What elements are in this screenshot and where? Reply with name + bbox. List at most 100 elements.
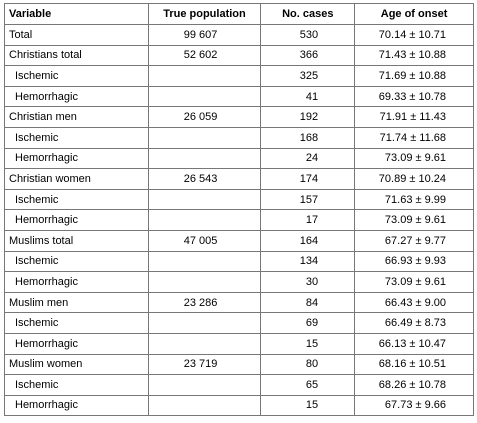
table-cell: 134 — [260, 250, 356, 273]
table-cell: 84 — [260, 291, 356, 314]
table-cell: 23 286 — [147, 291, 262, 314]
table-row: Muslim men 23 286 84 66.43 ± 9.00 — [4, 291, 474, 314]
table-cell: 71.74 ± 11.68 — [354, 126, 474, 149]
table-row: Muslim women 23 719 80 68.16 ± 10.51 — [4, 353, 474, 376]
table-cell: 47 005 — [147, 229, 262, 252]
table-cell: 17 — [260, 209, 356, 231]
table-cell: Hemorrhagic — [4, 147, 149, 170]
header-cell: Variable — [4, 3, 149, 25]
table-cell: Hemorrhagic — [4, 209, 149, 231]
table-cell: 70.89 ± 10.24 — [354, 168, 474, 190]
table-cell: 41 — [260, 85, 356, 108]
table-cell: Hemorrhagic — [4, 394, 149, 417]
table-cell: Ischemic — [4, 126, 149, 149]
table-cell: 24 — [260, 147, 356, 170]
table-cell: 73.09 ± 9.61 — [354, 271, 474, 293]
table-cell: 174 — [260, 168, 356, 190]
table-cell: Ischemic — [4, 188, 149, 211]
data-table: Variable True population No. cases Age of o… — [4, 3, 474, 417]
table-cell: Christian men — [4, 106, 149, 128]
table-cell: Ischemic — [4, 374, 149, 396]
header-cell: No. cases — [260, 3, 356, 25]
table-cell: 71.91 ± 11.43 — [354, 106, 474, 128]
table-cell: 66.49 ± 8.73 — [354, 312, 474, 334]
table-row: Muslims total 47 005 164 67.27 ± 9.77 — [4, 229, 474, 252]
table-cell: 65 — [260, 374, 356, 396]
table-cell: 66.13 ± 10.47 — [354, 332, 474, 355]
table-cell: 70.14 ± 10.71 — [354, 24, 474, 46]
table-cell: 26 543 — [147, 168, 262, 190]
header-cell: Age of onset — [354, 3, 474, 25]
table-cell: 73.09 ± 9.61 — [354, 209, 474, 231]
table-row: Christians total 52 602 366 71.43 ± 10.88 — [4, 44, 474, 67]
table-cell — [147, 271, 262, 293]
table-cell: 69 — [260, 312, 356, 334]
table-cell — [147, 126, 262, 149]
table-cell: 66.43 ± 9.00 — [354, 291, 474, 314]
table-cell — [147, 188, 262, 211]
table-cell: 73.09 ± 9.61 — [354, 147, 474, 170]
table-cell: 68.26 ± 10.78 — [354, 374, 474, 396]
table-cell: 67.27 ± 9.77 — [354, 229, 474, 252]
table-cell: 66.93 ± 9.93 — [354, 250, 474, 273]
table-row: Ischemic 65 68.26 ± 10.78 — [4, 374, 474, 396]
table-cell: Ischemic — [4, 312, 149, 334]
table-row: Hemorrhagic 30 73.09 ± 9.61 — [4, 271, 474, 293]
table-cell: Total — [4, 24, 149, 46]
table-row: Christian women 26 543 174 70.89 ± 10.24 — [4, 168, 474, 190]
table-cell — [147, 374, 262, 396]
table-cell: 23 719 — [147, 353, 262, 376]
table-cell: 99 607 — [147, 24, 262, 46]
table-cell: 325 — [260, 65, 356, 87]
table-cell: 52 602 — [147, 44, 262, 67]
table-row: Hemorrhagic 17 73.09 ± 9.61 — [4, 209, 474, 231]
table-cell: Ischemic — [4, 250, 149, 273]
table-cell: 71.63 ± 9.99 — [354, 188, 474, 211]
table-cell: 192 — [260, 106, 356, 128]
table-row: Hemorrhagic 24 73.09 ± 9.61 — [4, 147, 474, 170]
table-cell — [147, 250, 262, 273]
table-cell: Ischemic — [4, 65, 149, 87]
table-cell: Muslims total — [4, 229, 149, 252]
table-cell: Hemorrhagic — [4, 85, 149, 108]
table-row: Ischemic 157 71.63 ± 9.99 — [4, 188, 474, 211]
table-cell — [147, 85, 262, 108]
table-cell: Hemorrhagic — [4, 332, 149, 355]
table-cell: Christian women — [4, 168, 149, 190]
table-cell: 67.73 ± 9.66 — [354, 394, 474, 417]
table-cell: Muslim women — [4, 353, 149, 376]
table-cell: 168 — [260, 126, 356, 149]
table-cell: Hemorrhagic — [4, 271, 149, 293]
table-cell — [147, 209, 262, 231]
table-row: Hemorrhagic 15 66.13 ± 10.47 — [4, 332, 474, 355]
table-cell: Christians total — [4, 44, 149, 67]
table-row: Hemorrhagic 15 67.73 ± 9.66 — [4, 394, 474, 417]
table-cell: 68.16 ± 10.51 — [354, 353, 474, 376]
table-cell: 71.69 ± 10.88 — [354, 65, 474, 87]
table-cell: 366 — [260, 44, 356, 67]
table-cell — [147, 332, 262, 355]
table-cell: 69.33 ± 10.78 — [354, 85, 474, 108]
table-cell: 30 — [260, 271, 356, 293]
header-cell: True population — [147, 3, 262, 25]
table-cell: 164 — [260, 229, 356, 252]
table-row: Ischemic 325 71.69 ± 10.88 — [4, 65, 474, 87]
table-cell: 530 — [260, 24, 356, 46]
header-row: Variable True population No. cases Age of o… — [4, 3, 474, 25]
table-cell: 26 059 — [147, 106, 262, 128]
table-cell: 80 — [260, 353, 356, 376]
table-row: Ischemic 168 71.74 ± 11.68 — [4, 126, 474, 149]
table-row: Hemorrhagic 41 69.33 ± 10.78 — [4, 85, 474, 108]
table-cell: 15 — [260, 394, 356, 417]
table-cell — [147, 147, 262, 170]
table-cell: Muslim men — [4, 291, 149, 314]
table-cell — [147, 394, 262, 417]
table-cell — [147, 65, 262, 87]
table-cell: 71.43 ± 10.88 — [354, 44, 474, 67]
table-cell: 157 — [260, 188, 356, 211]
table-row: Christian men 26 059 192 71.91 ± 11.43 — [4, 106, 474, 128]
table-row: Total 99 607 530 70.14 ± 10.71 — [4, 24, 474, 46]
table-row: Ischemic 69 66.49 ± 8.73 — [4, 312, 474, 334]
table-cell: 15 — [260, 332, 356, 355]
